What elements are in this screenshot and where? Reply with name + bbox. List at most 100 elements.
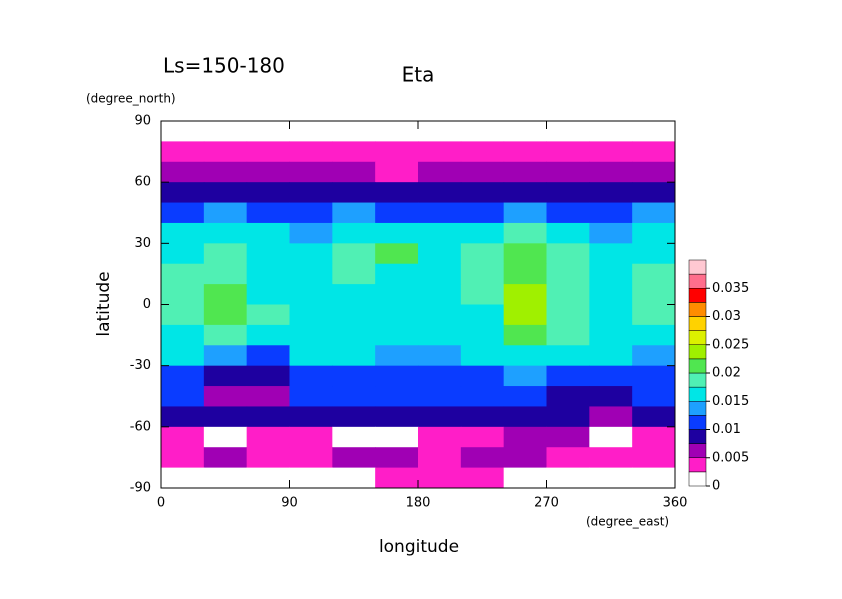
cell	[375, 345, 419, 367]
cell	[289, 161, 333, 183]
cell	[589, 406, 633, 428]
cell	[289, 243, 333, 265]
cell	[375, 406, 419, 428]
x-tick-label: 360	[663, 496, 688, 511]
cell	[503, 406, 547, 428]
cell	[460, 243, 505, 265]
cell	[246, 202, 290, 224]
cell	[460, 182, 505, 204]
cell	[418, 161, 462, 183]
cell	[332, 202, 376, 224]
cell	[289, 345, 333, 367]
colorbar-box	[688, 302, 707, 317]
y-tick-label: -60	[130, 419, 151, 434]
cell	[503, 202, 547, 224]
cell	[203, 365, 248, 387]
cell	[546, 304, 590, 326]
cell	[632, 263, 676, 285]
cell	[589, 222, 633, 244]
cell	[246, 243, 290, 265]
cell	[460, 447, 505, 469]
cell	[375, 447, 419, 469]
cell	[246, 304, 290, 326]
cell	[332, 447, 376, 469]
cell	[161, 222, 205, 244]
cell	[632, 324, 676, 346]
cell	[203, 426, 248, 448]
cell	[418, 202, 462, 224]
cell	[418, 284, 462, 305]
cell	[246, 324, 290, 346]
cell	[460, 345, 505, 367]
cell	[203, 324, 248, 346]
cell	[632, 161, 676, 183]
cell	[503, 141, 547, 163]
colorbar-tick-label: 0	[712, 479, 720, 494]
colorbar-tick-label: 0.025	[712, 337, 749, 352]
cell	[632, 182, 676, 204]
cell	[503, 386, 547, 407]
cell	[418, 121, 462, 142]
cell	[503, 161, 547, 183]
cell	[589, 365, 633, 387]
colorbar-tick-label: 0.015	[712, 394, 749, 409]
colorbar-box	[688, 358, 707, 374]
cell	[546, 182, 590, 204]
cell	[546, 406, 590, 428]
cell	[375, 161, 419, 183]
cell	[161, 263, 205, 285]
cell	[289, 365, 333, 387]
cell	[418, 447, 462, 469]
x-tick-label: 0	[157, 496, 165, 511]
cell	[632, 243, 676, 265]
cell	[375, 426, 419, 448]
colorbar-box	[688, 372, 707, 388]
cell	[203, 304, 248, 326]
y-unit: (degree_north)	[86, 92, 176, 106]
cell	[203, 447, 248, 469]
colorbar-box	[688, 401, 707, 416]
cell	[418, 182, 462, 204]
cell	[161, 345, 205, 367]
cell	[246, 121, 290, 142]
cell	[546, 263, 590, 285]
colorbar-tick-label: 0.03	[712, 309, 741, 324]
cell	[161, 202, 205, 224]
cell	[375, 202, 419, 224]
cell	[246, 406, 290, 428]
cell	[546, 141, 590, 163]
cell	[161, 121, 205, 142]
cell	[546, 121, 590, 142]
x-unit: (degree_east)	[586, 515, 669, 529]
cell	[503, 121, 547, 142]
cell	[632, 386, 676, 407]
cell	[375, 365, 419, 387]
cell	[632, 202, 676, 224]
cell	[375, 304, 419, 326]
cell	[546, 161, 590, 183]
y-axis-label: latitude	[94, 271, 114, 336]
cell	[375, 284, 419, 305]
cell	[589, 426, 633, 448]
cell	[546, 284, 590, 305]
y-tick-label: 60	[134, 175, 151, 190]
cell	[589, 345, 633, 367]
cell	[503, 263, 547, 285]
cell	[375, 121, 419, 142]
cell	[246, 141, 290, 163]
cell	[418, 141, 462, 163]
cell	[246, 447, 290, 469]
cell	[332, 141, 376, 163]
cell	[589, 161, 633, 183]
cell	[546, 222, 590, 244]
cell	[632, 406, 676, 428]
cell	[589, 284, 633, 305]
cell	[289, 202, 333, 224]
colorbar-tick-label: 0.005	[712, 450, 749, 465]
cell	[503, 324, 547, 346]
colorbar-tick-label: 0.035	[712, 281, 749, 296]
cell	[332, 324, 376, 346]
cell	[460, 263, 505, 285]
y-tick-label: -30	[130, 358, 151, 373]
